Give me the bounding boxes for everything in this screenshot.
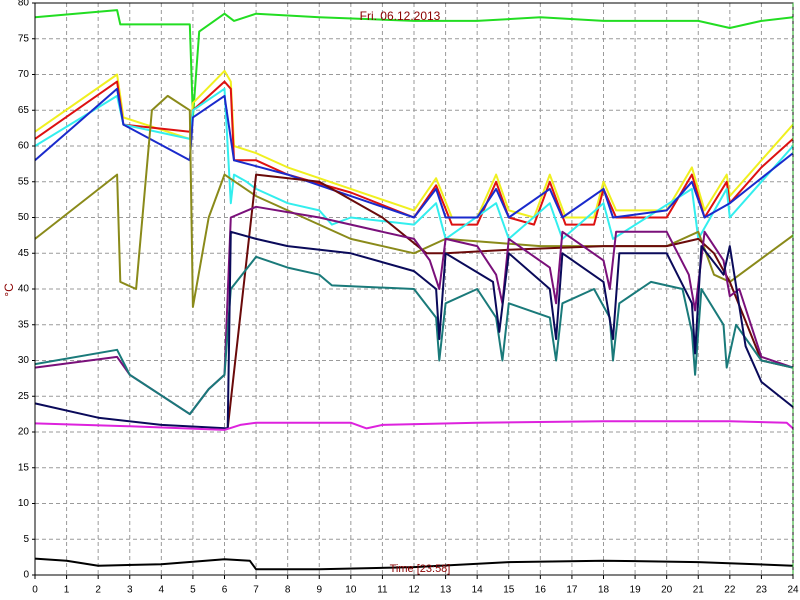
y-tick-label: 65 (18, 105, 30, 116)
x-tick-label: 22 (724, 585, 736, 596)
series-line (34, 420, 794, 431)
x-tick-label: 13 (440, 585, 452, 596)
y-tick-label: 75 (18, 33, 30, 44)
y-tick-label: 35 (18, 319, 30, 330)
y-tick-label: 25 (18, 391, 30, 402)
time-annotation: Time [23:58] (390, 563, 451, 575)
series-line (34, 69, 794, 219)
x-tick-label: 0 (32, 585, 38, 596)
x-tick-label: 6 (222, 585, 228, 596)
x-tick-label: 14 (472, 585, 484, 596)
y-tick-label: 70 (18, 69, 30, 80)
x-tick-label: 3 (127, 585, 133, 596)
series-line (34, 230, 794, 430)
x-tick-label: 17 (566, 585, 578, 596)
x-tick-label: 20 (661, 585, 673, 596)
x-tick-label: 8 (285, 585, 291, 596)
x-tick-label: 2 (95, 585, 101, 596)
x-tick-label: 1 (64, 585, 70, 596)
x-tick-label: 15 (503, 585, 515, 596)
x-tick-label: 16 (535, 585, 547, 596)
y-tick-label: 0 (23, 570, 29, 581)
y-tick-label: 5 (23, 534, 29, 545)
x-tick-label: 23 (756, 585, 768, 596)
x-tick-label: 7 (253, 585, 259, 596)
plot-frame (34, 2, 794, 576)
x-tick-label: 10 (345, 585, 357, 596)
y-tick-label: 60 (18, 141, 30, 152)
series-line (34, 94, 794, 308)
y-tick-label: 45 (18, 248, 30, 259)
x-tick-label: 19 (630, 585, 642, 596)
series-line (34, 9, 794, 119)
series-line (34, 87, 794, 240)
x-tick-label: 9 (316, 585, 322, 596)
y-axis-label: °C (2, 283, 16, 297)
y-tick-label: 80 (18, 0, 30, 9)
x-tick-label: 11 (377, 585, 388, 596)
y-tick-label: 55 (18, 176, 30, 187)
x-tick-label: 24 (787, 585, 799, 596)
series-line (34, 87, 794, 219)
chart-title: Fri. 06.12.2013 (360, 9, 441, 23)
x-tick-label: 18 (598, 585, 610, 596)
y-tick-label: 50 (18, 212, 30, 223)
series-line (34, 557, 794, 571)
y-tick-label: 20 (18, 427, 30, 438)
x-tick-label: 4 (159, 585, 165, 596)
lines (34, 9, 794, 571)
y-tick-label: 30 (18, 355, 30, 366)
x-tick-label: 12 (408, 585, 420, 596)
x-tick-label: 21 (693, 585, 705, 596)
y-tick-label: 10 (18, 498, 30, 509)
y-tick-label: 15 (18, 462, 30, 473)
y-tick-label: 40 (18, 284, 30, 295)
x-tick-label: 5 (190, 585, 196, 596)
